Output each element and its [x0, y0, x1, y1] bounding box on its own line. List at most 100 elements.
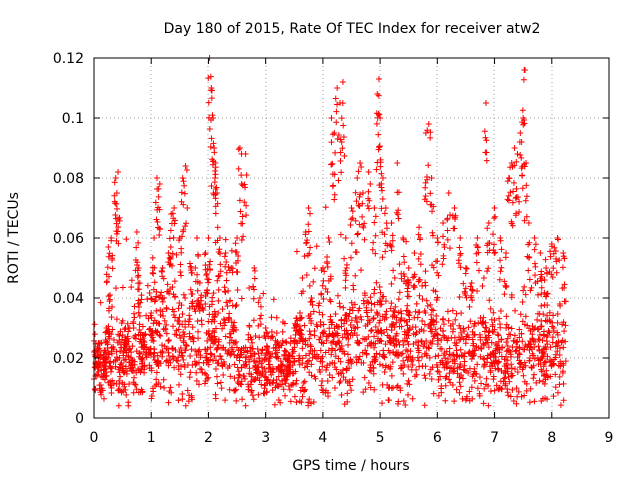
- data-point: [163, 330, 170, 337]
- data-point: [222, 397, 229, 404]
- data-point: [462, 340, 469, 347]
- data-point: [531, 355, 538, 362]
- data-point: [416, 276, 423, 283]
- data-point: [524, 343, 531, 350]
- data-point: [427, 366, 434, 373]
- data-point: [367, 328, 374, 335]
- data-point: [283, 339, 290, 346]
- data-point: [112, 212, 119, 219]
- data-point: [101, 355, 108, 362]
- data-point: [520, 287, 527, 294]
- data-point: [215, 297, 222, 304]
- data-point: [340, 304, 347, 311]
- data-point: [486, 363, 493, 370]
- data-point: [387, 363, 394, 370]
- data-point: [348, 216, 355, 223]
- data-point: [109, 303, 116, 310]
- data-point: [301, 253, 308, 260]
- data-point: [503, 324, 510, 331]
- data-point: [359, 349, 366, 356]
- data-point: [332, 347, 339, 354]
- data-point: [115, 240, 122, 247]
- data-point: [202, 301, 209, 308]
- data-point: [450, 368, 457, 375]
- data-point: [453, 310, 460, 317]
- data-point: [379, 254, 386, 261]
- data-point: [488, 339, 495, 346]
- data-point: [446, 245, 453, 252]
- data-point: [222, 236, 229, 243]
- data-point: [470, 371, 477, 378]
- data-point: [104, 264, 111, 271]
- data-point: [472, 347, 479, 354]
- data-point: [442, 355, 449, 362]
- data-point: [464, 331, 471, 338]
- data-point: [296, 316, 303, 323]
- data-point: [287, 398, 294, 405]
- data-point: [319, 282, 326, 289]
- data-point: [404, 357, 411, 364]
- data-point: [229, 344, 236, 351]
- data-point: [560, 319, 567, 326]
- data-point: [212, 325, 219, 332]
- data-point: [532, 279, 539, 286]
- data-point: [424, 302, 431, 309]
- data-point: [135, 265, 142, 271]
- data-point: [226, 298, 233, 305]
- data-point: [196, 381, 203, 388]
- data-point: [446, 370, 453, 377]
- data-point: [521, 359, 528, 366]
- data-point: [352, 272, 359, 279]
- data-point: [458, 329, 465, 336]
- data-point: [148, 310, 155, 316]
- data-point: [430, 264, 437, 271]
- data-point: [461, 367, 468, 374]
- data-point: [550, 327, 557, 334]
- data-point: [417, 261, 424, 268]
- data-point: [226, 339, 233, 346]
- data-point: [213, 346, 220, 353]
- data-point: [429, 232, 436, 239]
- data-point: [316, 309, 323, 316]
- data-point: [530, 352, 537, 359]
- data-point: [342, 235, 349, 241]
- data-point: [520, 76, 527, 83]
- data-point: [353, 249, 360, 256]
- data-point: [94, 371, 101, 378]
- data-point: [418, 353, 425, 360]
- data-point: [457, 383, 464, 390]
- data-point: [118, 344, 125, 351]
- data-point: [174, 318, 181, 325]
- data-point: [215, 310, 222, 317]
- data-point: [126, 345, 133, 352]
- data-point: [106, 298, 113, 305]
- data-point: [483, 157, 490, 164]
- data-point: [373, 279, 380, 286]
- data-point: [427, 325, 434, 332]
- data-point: [291, 393, 298, 400]
- data-point: [97, 299, 104, 306]
- data-point: [543, 367, 550, 374]
- data-point: [371, 358, 378, 365]
- data-point: [138, 356, 145, 363]
- data-point: [370, 315, 377, 322]
- data-point: [347, 221, 354, 228]
- data-point: [224, 365, 231, 372]
- data-point: [469, 297, 476, 304]
- data-point: [539, 395, 546, 402]
- data-point: [434, 269, 441, 276]
- data-point: [463, 294, 470, 301]
- data-point: [151, 279, 158, 286]
- data-point: [495, 338, 502, 345]
- data-point: [261, 385, 268, 392]
- data-point: [211, 313, 218, 320]
- data-point: [389, 359, 396, 366]
- data-point: [248, 387, 255, 394]
- data-point: [179, 391, 186, 398]
- data-point: [341, 331, 348, 338]
- data-point: [147, 325, 154, 332]
- data-point: [230, 348, 237, 355]
- data-point: [98, 367, 105, 374]
- data-point: [406, 325, 413, 332]
- data-point: [227, 373, 234, 380]
